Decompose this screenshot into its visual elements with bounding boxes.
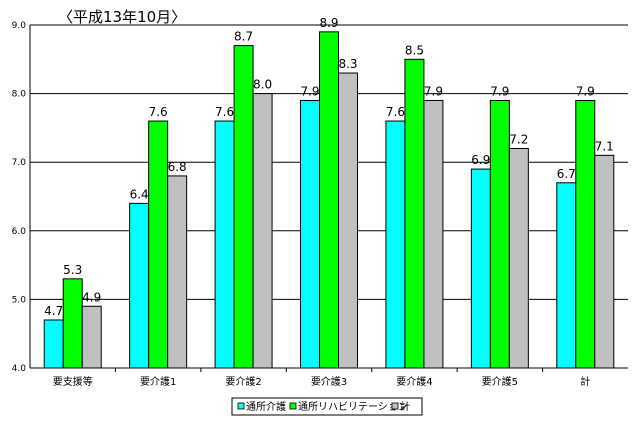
data-label: 7.6 bbox=[149, 105, 168, 119]
data-label: 8.0 bbox=[253, 78, 272, 92]
bar bbox=[233, 45, 254, 369]
bar bbox=[129, 202, 150, 369]
bar bbox=[319, 31, 339, 369]
chart-title: 〈平成13年10月〉 bbox=[58, 8, 186, 26]
y-tick-label: 9.0 bbox=[12, 21, 27, 31]
x-tick-label: 要介護1 bbox=[140, 375, 176, 388]
bar bbox=[300, 99, 320, 369]
legend-label: 通所リハビリテーション bbox=[298, 401, 408, 413]
bar bbox=[423, 99, 444, 369]
legend-swatch bbox=[391, 402, 399, 410]
x-tick-label: 要介護4 bbox=[396, 375, 432, 388]
data-label: 6.7 bbox=[557, 167, 576, 181]
data-label: 6.9 bbox=[471, 153, 490, 167]
data-label: 8.7 bbox=[234, 30, 253, 44]
legend-swatch bbox=[237, 402, 245, 410]
bar bbox=[508, 147, 529, 369]
bar bbox=[594, 154, 615, 369]
data-label: 7.9 bbox=[576, 84, 595, 98]
x-tick-label: 計 bbox=[580, 375, 590, 388]
data-label: 4.7 bbox=[44, 304, 63, 318]
data-label: 7.9 bbox=[300, 84, 319, 98]
y-tick-label: 6.0 bbox=[12, 227, 27, 237]
legend-label: 計 bbox=[400, 400, 410, 413]
data-label: 8.3 bbox=[338, 57, 357, 71]
data-label: 5.3 bbox=[63, 263, 82, 277]
data-label: 7.2 bbox=[509, 132, 528, 146]
y-tick-label: 8.0 bbox=[12, 90, 27, 100]
x-tick-label: 要介護5 bbox=[482, 375, 518, 388]
y-tick-label: 4.0 bbox=[12, 364, 27, 374]
x-tick-label: 要介護3 bbox=[311, 375, 347, 388]
bar bbox=[575, 99, 596, 369]
bar bbox=[252, 93, 273, 369]
data-label: 7.6 bbox=[386, 105, 405, 119]
bar bbox=[404, 58, 425, 369]
data-label: 8.9 bbox=[319, 16, 338, 30]
x-tick-label: 要支援等 bbox=[53, 375, 93, 388]
legend-swatch bbox=[289, 402, 297, 410]
x-tick-label: 要介護2 bbox=[225, 375, 261, 388]
data-label: 6.8 bbox=[168, 160, 187, 174]
bar bbox=[470, 168, 491, 369]
data-label: 8.5 bbox=[405, 43, 424, 57]
bar bbox=[81, 305, 102, 369]
bar bbox=[62, 278, 83, 369]
data-label: 7.1 bbox=[595, 139, 614, 153]
data-labels: 4.7 5.34.9 6.4 7.6 6.8 7.6 8.7 8.0 7.9 8.9 8.3 7.6 8… bbox=[44, 16, 614, 318]
data-label: 7.6 bbox=[215, 105, 234, 119]
bars bbox=[43, 31, 615, 369]
legend-box bbox=[231, 397, 423, 416]
bar bbox=[489, 99, 510, 369]
bar bbox=[556, 182, 577, 369]
bar bbox=[148, 120, 169, 369]
data-label: 6.4 bbox=[130, 187, 149, 201]
y-tick-label: 7.0 bbox=[12, 158, 27, 168]
bar bbox=[43, 319, 64, 369]
data-label: 4.9 bbox=[82, 290, 101, 304]
data-label: 7.9 bbox=[490, 84, 509, 98]
bar bbox=[167, 175, 188, 369]
y-tick-label: 5.0 bbox=[12, 295, 27, 305]
bar bbox=[338, 72, 358, 369]
legend-label: 通所介護 bbox=[246, 400, 286, 413]
data-label: 7.9 bbox=[424, 84, 443, 98]
bar bbox=[385, 120, 406, 369]
bar bbox=[214, 120, 235, 369]
